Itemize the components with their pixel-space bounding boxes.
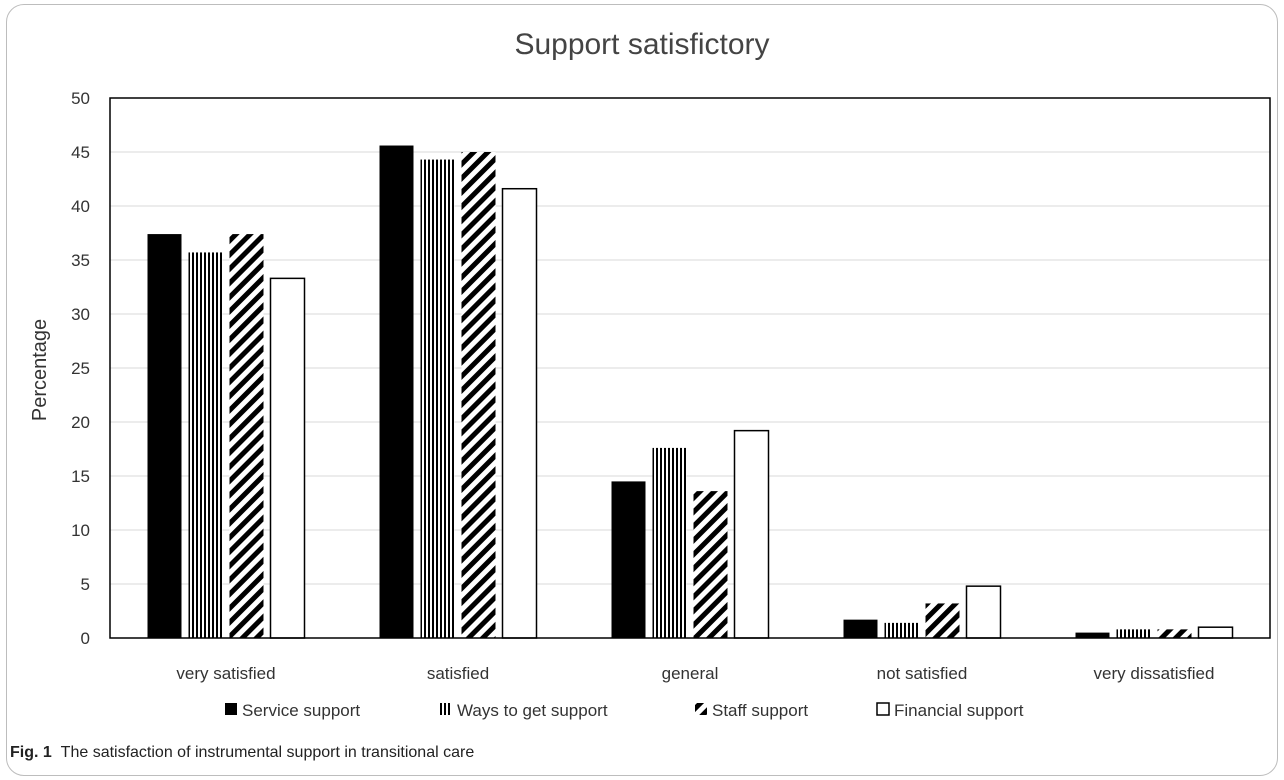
bar-0-2: [611, 481, 646, 638]
bars: [147, 145, 1234, 639]
legend-label: Staff support: [712, 701, 808, 720]
x-category-label: satisfied: [427, 664, 489, 683]
y-axis-ticks: 0 5 10 15 20 25 30 35 40 45 50: [71, 89, 90, 648]
bar-2-2: [693, 491, 728, 638]
bar-3-4: [1197, 626, 1234, 639]
bar-3-0: [269, 277, 306, 639]
bar-2-3: [925, 603, 960, 638]
figure-label: Fig. 1: [10, 744, 52, 761]
x-category-label: very satisfied: [176, 664, 275, 683]
bar-0-1: [379, 145, 414, 638]
y-tick-label: 25: [71, 359, 90, 378]
legend-swatch: [440, 703, 452, 715]
y-tick-label: 15: [71, 467, 90, 486]
y-tick-label: 50: [71, 89, 90, 108]
legend-swatch: [876, 702, 890, 716]
category-labels: very satisfied satisfied general not satisf…: [176, 664, 1214, 683]
bar-2-0: [229, 234, 264, 638]
bar-1-0: [188, 252, 223, 638]
legend-swatch: [695, 703, 707, 715]
y-tick-label: 0: [81, 629, 90, 648]
x-category-label: not satisfied: [877, 664, 968, 683]
plot-area-border: [109, 97, 1271, 639]
y-tick-label: 30: [71, 305, 90, 324]
bar-3-2: [733, 429, 770, 639]
legend: Service support Ways to get support Staff …: [225, 701, 1024, 720]
legend-swatch: [225, 703, 237, 715]
y-tick-label: 35: [71, 251, 90, 270]
y-tick-label: 45: [71, 143, 90, 162]
bar-1-3: [884, 622, 919, 638]
x-category-label: general: [662, 664, 719, 683]
legend-label: Service support: [242, 701, 360, 720]
y-tick-label: 20: [71, 413, 90, 432]
bar-0-4: [1075, 632, 1110, 638]
bar-3-1: [501, 187, 538, 639]
legend-label: Ways to get support: [457, 701, 608, 720]
x-category-label: very dissatisfied: [1094, 664, 1215, 683]
bar-1-2: [652, 447, 687, 638]
y-tick-label: 40: [71, 197, 90, 216]
y-axis-label: Percentage: [29, 319, 51, 421]
figure-caption-text: The satisfaction of instrumental support…: [60, 744, 475, 761]
y-tick-label: 10: [71, 521, 90, 540]
chart-frame: [6, 4, 1278, 776]
bar-1-4: [1116, 629, 1151, 638]
y-tick-label: 5: [81, 575, 90, 594]
legend-label: Financial support: [894, 701, 1024, 720]
chart-title: Support satisfictory: [514, 28, 769, 61]
bar-2-1: [461, 152, 496, 638]
bar-0-0: [147, 234, 182, 638]
bar-1-1: [420, 159, 455, 638]
figure-caption: Fig. 1 The satisfaction of instrumental …: [10, 744, 474, 762]
bar-2-4: [1157, 629, 1192, 638]
bar-0-3: [843, 619, 878, 638]
bar-3-3: [965, 585, 1002, 639]
